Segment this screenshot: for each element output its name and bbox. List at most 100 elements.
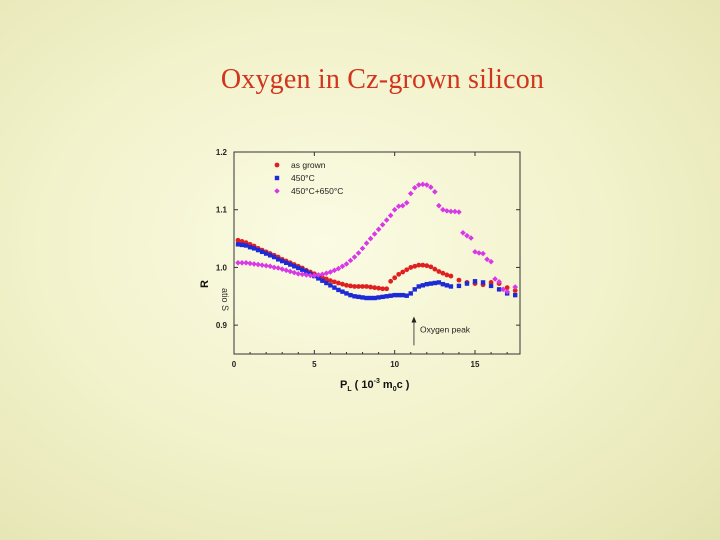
- legend-marker: [274, 188, 280, 194]
- data-point: [424, 263, 430, 269]
- data-point: [319, 274, 325, 280]
- series-1: [235, 242, 518, 301]
- data-point: [356, 284, 361, 289]
- data-point: [512, 292, 518, 298]
- y-tick-label: 1.1: [216, 206, 228, 215]
- data-point: [300, 267, 305, 272]
- data-point: [476, 250, 482, 256]
- data-point: [464, 281, 470, 286]
- data-point: [280, 258, 285, 264]
- data-point: [307, 272, 314, 279]
- data-point: [339, 263, 346, 270]
- data-point: [235, 260, 241, 266]
- x-axis-label: PL ( 10-3 m0c ): [340, 378, 410, 393]
- data-point: [348, 283, 353, 289]
- data-point: [376, 285, 382, 291]
- data-point: [243, 243, 249, 248]
- data-point: [420, 283, 425, 288]
- data-point: [416, 284, 421, 289]
- data-point: [436, 280, 442, 285]
- x-tick-label: 15: [471, 360, 480, 369]
- data-point: [336, 280, 341, 286]
- data-point: [384, 286, 390, 292]
- data-point: [407, 190, 414, 197]
- data-point: [512, 288, 518, 293]
- data-point: [484, 256, 490, 263]
- y-axis-label-extra: atio S: [220, 288, 230, 311]
- data-point: [412, 287, 417, 292]
- data-point: [303, 272, 310, 278]
- data-point: [344, 282, 349, 288]
- data-point: [488, 283, 494, 289]
- data-point: [372, 295, 377, 301]
- data-point: [436, 202, 442, 209]
- data-point: [440, 206, 446, 213]
- data-point: [315, 272, 322, 278]
- x-tick-label: 5: [312, 360, 317, 369]
- data-point: [259, 249, 265, 255]
- data-point: [336, 287, 341, 293]
- data-point: [488, 280, 494, 285]
- data-point: [287, 268, 294, 275]
- data-point: [396, 271, 402, 277]
- data-point: [332, 285, 337, 290]
- y-tick-label: 1.2: [216, 148, 228, 157]
- data-point: [444, 283, 450, 288]
- data-point: [371, 231, 378, 237]
- data-point: [247, 245, 253, 250]
- data-point: [239, 239, 245, 244]
- data-point: [448, 208, 454, 215]
- data-point: [348, 292, 353, 298]
- data-point: [440, 281, 446, 287]
- data-point: [356, 294, 361, 300]
- data-point: [344, 291, 349, 296]
- data-point: [239, 242, 245, 248]
- data-point: [235, 237, 241, 243]
- data-point: [243, 260, 249, 266]
- data-point: [267, 263, 273, 270]
- data-point: [247, 260, 253, 267]
- data-point: [472, 279, 478, 284]
- data-point: [411, 184, 418, 191]
- data-point: [387, 212, 394, 219]
- data-point: [340, 289, 345, 294]
- legend-marker: [274, 162, 280, 168]
- data-point: [420, 262, 426, 268]
- data-point: [319, 271, 326, 278]
- data-point: [468, 235, 474, 241]
- series-0: [235, 237, 518, 293]
- series-2: [235, 181, 518, 295]
- annotation-arrowhead: [411, 316, 417, 323]
- legend-label: as grown: [291, 160, 326, 170]
- data-point: [335, 265, 342, 272]
- data-point: [323, 270, 330, 276]
- data-point: [363, 240, 370, 246]
- data-point: [456, 209, 462, 215]
- data-point: [428, 184, 434, 191]
- data-point: [311, 272, 318, 279]
- data-point: [404, 293, 409, 298]
- data-point: [347, 257, 354, 264]
- data-point: [496, 287, 502, 292]
- data-point: [408, 291, 413, 296]
- data-point: [327, 269, 334, 275]
- data-point: [472, 249, 478, 255]
- data-point: [428, 281, 434, 286]
- data-point: [372, 285, 377, 291]
- data-point: [343, 261, 350, 267]
- legend-label: 450°C: [291, 173, 315, 183]
- data-point: [360, 295, 365, 300]
- data-point: [351, 254, 358, 260]
- data-point: [456, 277, 462, 283]
- data-point: [304, 269, 309, 274]
- legend-label: 450°C+650°C: [291, 186, 343, 196]
- data-point: [448, 284, 454, 289]
- data-point: [460, 230, 466, 236]
- data-point: [328, 278, 333, 284]
- data-point: [432, 266, 438, 272]
- data-point: [295, 270, 302, 277]
- data-point: [352, 284, 357, 289]
- data-point: [436, 269, 442, 274]
- data-point: [332, 279, 337, 285]
- data-point: [379, 221, 386, 228]
